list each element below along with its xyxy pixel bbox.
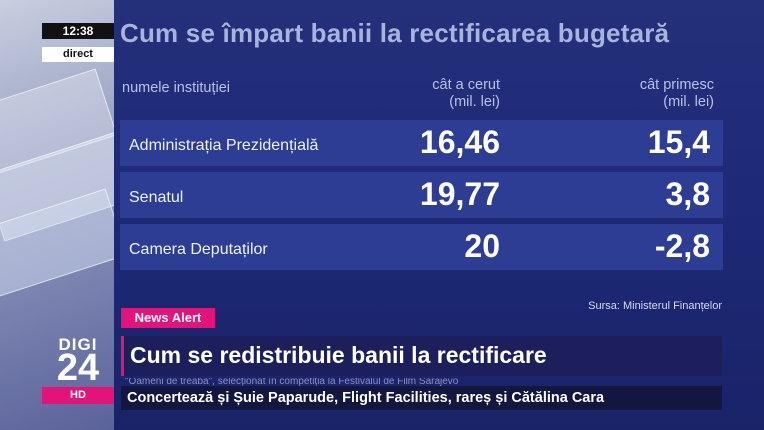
logo-number: 24	[56, 347, 100, 389]
channel-logo: DIGI 24 HD	[42, 335, 114, 405]
background-banknotes	[0, 0, 118, 430]
header-institution-name: numele instituției	[122, 80, 230, 96]
headline-bar: Cum se redistribuie banii la rectificare	[121, 336, 722, 376]
requested-value: 20	[464, 228, 500, 264]
header-received: cât primesc (mil. lei)	[639, 77, 714, 110]
news-alert-badge: News Alert	[121, 308, 215, 328]
requested-value: 19,77	[419, 176, 500, 212]
source-note: Sursa: Ministerul Finanțelor	[588, 300, 722, 312]
table-row: Administrația Prezidențială 16,46 15,4	[120, 120, 723, 166]
ticker-text: Concertează și Șuie Paparude, Flight Fac…	[127, 390, 605, 406]
institution-name: Administrația Prezidențială	[129, 137, 319, 154]
received-value: 3,8	[665, 176, 710, 212]
logo-digi: DIGI	[58, 335, 98, 354]
institution-name: Camera Deputaților	[129, 241, 268, 258]
headline-text: Cum se redistribuie banii la rectificare	[130, 342, 547, 368]
ticker-previous-text: "Oameni de treabă", selecționat în compe…	[125, 378, 459, 386]
institution-name: Senatul	[129, 189, 184, 206]
table-row: Camera Deputaților 20 -2,8	[120, 224, 723, 270]
logo-hd: HD	[42, 387, 114, 404]
live-indicator: direct	[42, 47, 114, 62]
received-value: 15,4	[647, 124, 710, 160]
requested-value: 16,46	[419, 124, 500, 160]
clock: 12:38	[42, 23, 114, 39]
header-requested: cât a cerut (mil. lei)	[432, 77, 500, 110]
table-row: Senatul 19,77 3,8	[120, 172, 723, 218]
received-value: -2,8	[654, 228, 710, 264]
graphic-title: Cum se împart banii la rectificarea buge…	[120, 18, 670, 48]
ticker-bar: Concertează și Șuie Paparude, Flight Fac…	[121, 386, 722, 410]
